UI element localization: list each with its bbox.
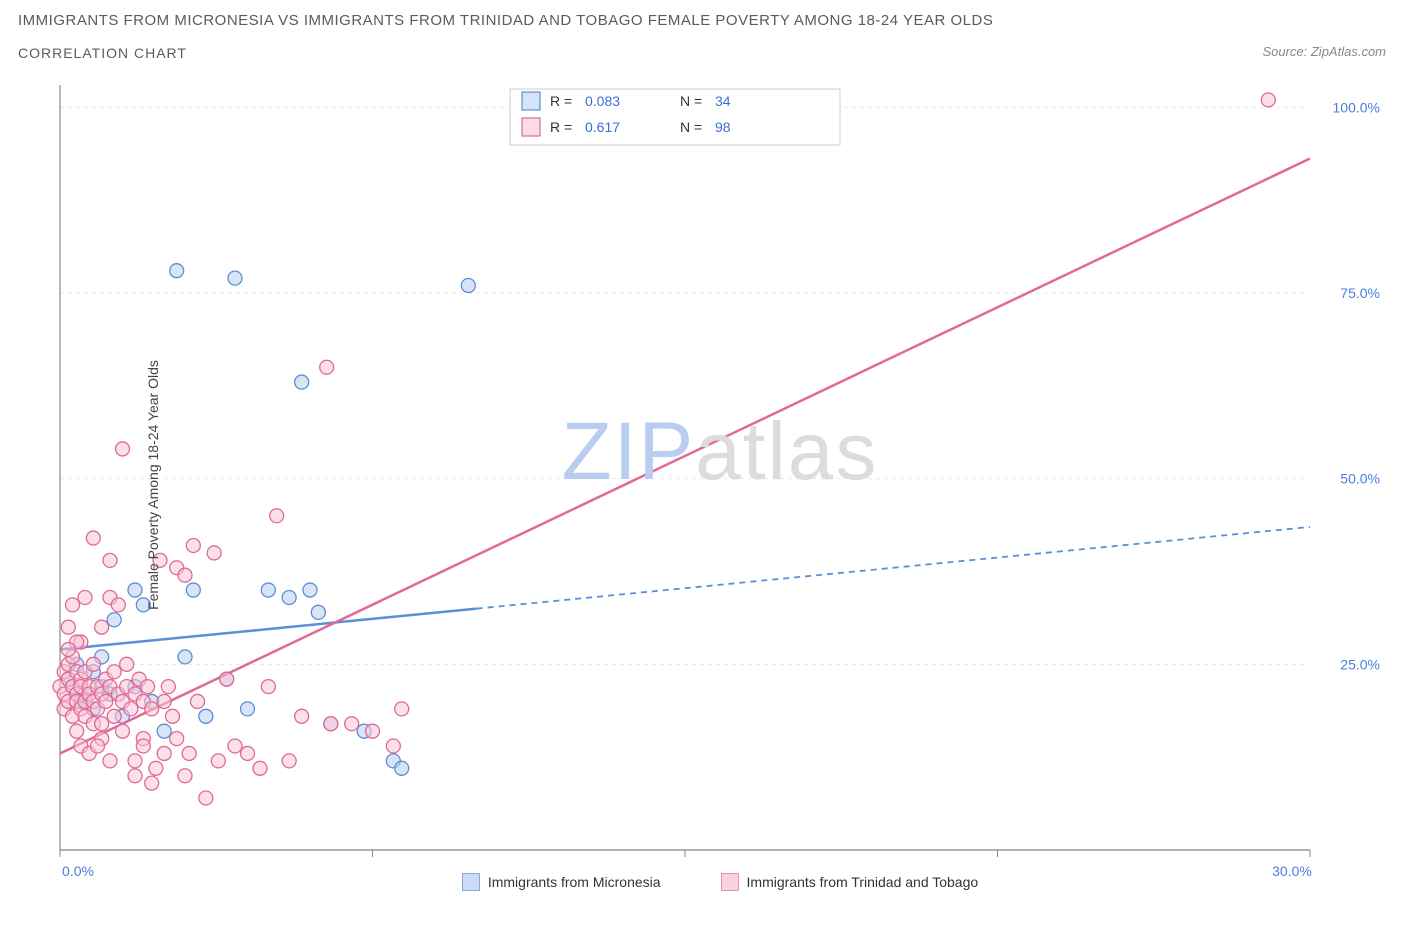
- svg-text:R =: R =: [550, 93, 572, 109]
- svg-text:N =: N =: [680, 119, 702, 135]
- svg-text:50.0%: 50.0%: [1340, 471, 1380, 487]
- plot-container: Female Poverty Among 18-24 Year Olds 25.…: [50, 75, 1390, 895]
- chart-title: IMMIGRANTS FROM MICRONESIA VS IMMIGRANTS…: [0, 0, 1406, 29]
- svg-text:R =: R =: [550, 119, 572, 135]
- svg-text:100.0%: 100.0%: [1333, 99, 1380, 115]
- svg-text:34: 34: [715, 93, 731, 109]
- legend-label-trinidad: Immigrants from Trinidad and Tobago: [747, 874, 979, 890]
- svg-text:25.0%: 25.0%: [1340, 656, 1380, 672]
- svg-text:98: 98: [715, 119, 731, 135]
- source-attribution: Source: ZipAtlas.com: [1262, 44, 1386, 59]
- svg-text:0.617: 0.617: [585, 119, 620, 135]
- chart-subtitle: CORRELATION CHART: [0, 29, 1406, 61]
- svg-text:75.0%: 75.0%: [1340, 285, 1380, 301]
- legend-label-micronesia: Immigrants from Micronesia: [488, 874, 661, 890]
- legend-item-micronesia: Immigrants from Micronesia: [462, 873, 661, 891]
- legend-item-trinidad: Immigrants from Trinidad and Tobago: [721, 873, 979, 891]
- y-axis-label: Female Poverty Among 18-24 Year Olds: [145, 360, 161, 610]
- bottom-legend: Immigrants from Micronesia Immigrants fr…: [50, 873, 1390, 891]
- legend-swatch-micronesia: [462, 873, 480, 891]
- svg-text:N =: N =: [680, 93, 702, 109]
- legend-swatch-trinidad: [721, 873, 739, 891]
- svg-text:0.083: 0.083: [585, 93, 620, 109]
- scatter-plot: 25.0%50.0%75.0%100.0%0.0%30.0%R = 0.083N…: [50, 75, 1390, 895]
